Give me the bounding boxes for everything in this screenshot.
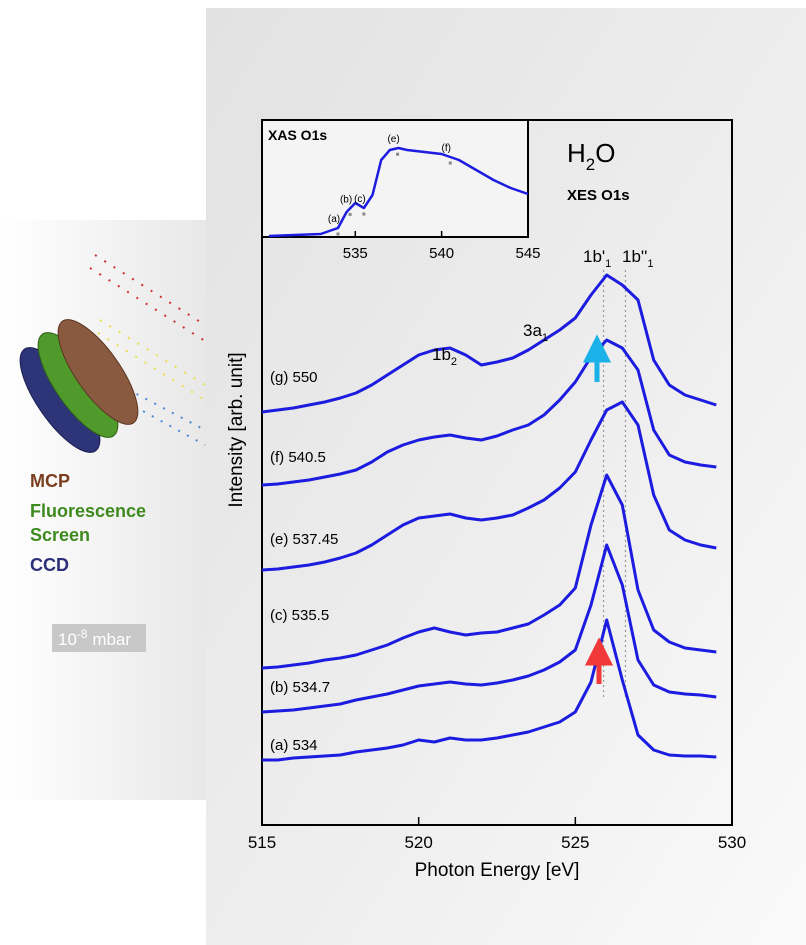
- marker-label: (f): [442, 143, 451, 154]
- mcp-label: MCP: [30, 471, 70, 491]
- annotation-text: 3a: [523, 321, 542, 340]
- marker-label: (c): [354, 194, 366, 205]
- marker-label: (a): [328, 214, 340, 225]
- spectrum: [261, 543, 717, 714]
- x-tick-label: 515: [248, 833, 276, 852]
- annotation-sub: 1: [542, 332, 548, 344]
- y-axis-label: Intensity [arb. unit]: [226, 352, 247, 507]
- detector-discs: [19, 319, 139, 453]
- pressure-box: [52, 624, 146, 652]
- spectrum: [262, 618, 717, 762]
- excitation-marker: [336, 232, 340, 236]
- spectrum: [261, 273, 717, 414]
- excitation-marker: [396, 152, 400, 156]
- annotation-sub: 1: [605, 258, 611, 270]
- spectrum: [268, 146, 529, 238]
- annotation-sub: 1: [647, 258, 653, 270]
- excitation-marker: [448, 161, 452, 165]
- annotation-text: XES O1s: [567, 187, 630, 204]
- series-label: (e) 537.45: [270, 531, 338, 548]
- inset-title: XAS O1s: [268, 127, 327, 143]
- annotation: 1b2: [432, 345, 457, 368]
- spectrum: [261, 473, 717, 670]
- spectrum: [261, 400, 717, 572]
- annotation: 1b''1: [622, 247, 654, 270]
- pressure-label: 10-8 mbar: [58, 627, 131, 649]
- marker-label: (e): [387, 134, 399, 145]
- pressure-unit: mbar: [88, 630, 132, 649]
- annotation-sub: 2: [586, 155, 595, 174]
- pressure-base: 10: [58, 630, 77, 649]
- x-tick-label: 525: [561, 833, 589, 852]
- pressure-exp: -8: [77, 627, 88, 641]
- series-label: (b) 534.7: [270, 679, 330, 696]
- screen-label: Fluorescence: [30, 501, 146, 521]
- marker-label: (b): [340, 194, 352, 205]
- illustration-bg: [0, 220, 206, 800]
- screen-label: Screen: [30, 525, 90, 545]
- series-label: (g) 550: [270, 369, 318, 386]
- detector-rays: [89, 254, 206, 446]
- annotation: H2O: [567, 138, 615, 174]
- spectrum: [261, 338, 717, 487]
- annotation-text: O: [595, 138, 615, 168]
- excitation-marker: [362, 212, 366, 216]
- series-label: (a) 534: [270, 737, 318, 754]
- annotation-sub: 2: [451, 356, 457, 368]
- x-axis-label: Photon Energy [eV]: [415, 860, 580, 881]
- arrow: [582, 334, 612, 382]
- annotation: XES O1s: [567, 187, 630, 204]
- plot-frame: [261, 119, 529, 238]
- x-tick-label: 545: [515, 245, 540, 262]
- annotation-text: 1b: [432, 345, 451, 364]
- annotation: 3a1: [523, 321, 548, 344]
- x-tick-label: 540: [429, 245, 454, 262]
- x-tick-label: 530: [718, 833, 746, 852]
- annotation: 1b'1: [583, 247, 611, 270]
- x-tick-label: 535: [343, 245, 368, 262]
- excitation-marker: [348, 212, 352, 216]
- x-tick-label: 520: [404, 833, 432, 852]
- ccd-label: CCD: [30, 555, 69, 575]
- annotation-text: H: [567, 138, 586, 168]
- annotation-text: 1b': [583, 247, 605, 266]
- series-label: (c) 535.5: [270, 607, 329, 624]
- arrow: [584, 637, 614, 684]
- series-label: (f) 540.5: [270, 449, 326, 466]
- annotation-text: 1b'': [622, 247, 647, 266]
